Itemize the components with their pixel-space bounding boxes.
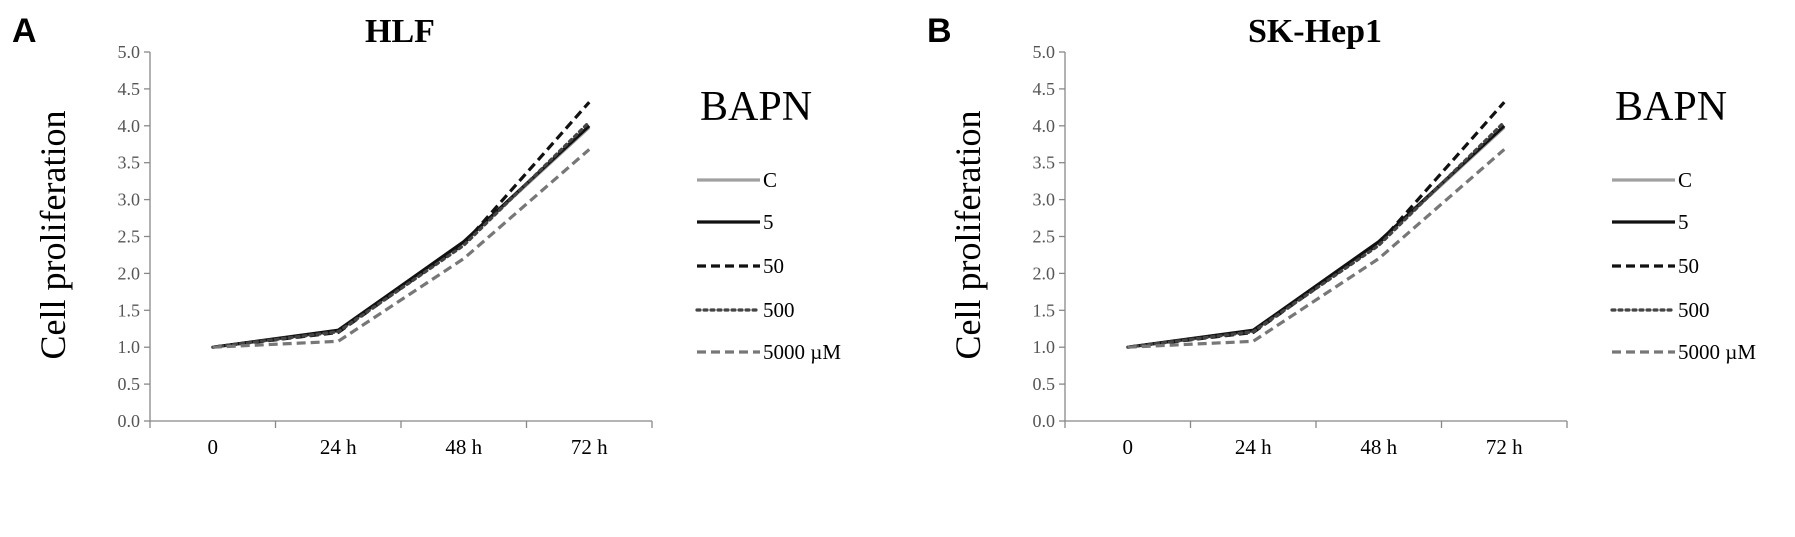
y-tick-label: 3.0 xyxy=(1033,190,1056,210)
y-tick-label: 2.5 xyxy=(1033,227,1056,247)
panel-letter: A xyxy=(12,12,37,50)
panel-b: B SK-Hep1 Cell proliferation 0.0 0.5 1.0 1.5 2.… xyxy=(927,12,1756,459)
y-tick-label: 2.0 xyxy=(118,263,141,283)
y-tick-label: 4.0 xyxy=(1033,116,1056,136)
chart-title: HLF xyxy=(365,13,435,50)
x-tick-label: 72 h xyxy=(571,435,608,459)
legend-label: C xyxy=(763,168,777,192)
legend-label: 50 xyxy=(1678,254,1699,278)
legend-label: 5000 µM xyxy=(763,340,841,364)
series-line-2 xyxy=(1127,124,1506,349)
series-line-3 xyxy=(212,101,591,349)
y-tick-label: 1.0 xyxy=(1033,337,1056,357)
x-tick-label: 0 xyxy=(208,435,219,459)
x-tick-label: 0 xyxy=(1123,435,1134,459)
legend-label: 5 xyxy=(1678,210,1689,234)
y-tick-label: 0.5 xyxy=(118,374,141,394)
y-axis-label: Cell proliferation xyxy=(33,111,73,360)
y-tick-label: 3.5 xyxy=(1033,153,1056,173)
series-line-2 xyxy=(212,124,591,349)
y-tick-label: 1.0 xyxy=(118,337,141,357)
y-tick-label: 2.5 xyxy=(118,227,141,247)
y-tick-label: 0.0 xyxy=(118,411,141,431)
legend-label: 50 xyxy=(763,254,784,278)
y-tick-label: 5.0 xyxy=(1033,42,1056,62)
legend-label: 5000 µM xyxy=(1678,340,1756,364)
x-tick-label: 24 h xyxy=(320,435,357,459)
y-tick-label: 5.0 xyxy=(118,42,141,62)
y-tick-label: 0.5 xyxy=(1033,374,1056,394)
panel-a: A HLF Cell proliferation 0.0 0.5 1.0 1.5 2.0 2.5… xyxy=(12,12,841,459)
y-tick-label: 4.5 xyxy=(1033,79,1056,99)
legend-label: 5 xyxy=(763,210,774,234)
legend-label: 500 xyxy=(763,298,795,322)
series-line-1 xyxy=(1127,126,1506,349)
legend-title: BAPN xyxy=(1615,84,1727,130)
x-tick-label: 24 h xyxy=(1235,435,1272,459)
x-tick-label: 72 h xyxy=(1486,435,1523,459)
panel-letter: B xyxy=(927,12,952,50)
series-line-5 xyxy=(212,148,591,349)
y-tick-label: 3.5 xyxy=(118,153,141,173)
series-line-1 xyxy=(212,126,591,349)
y-tick-label: 4.0 xyxy=(118,116,141,136)
series-line-3 xyxy=(1127,101,1506,349)
y-axis-label: Cell proliferation xyxy=(948,111,988,360)
x-tick-label: 48 h xyxy=(445,435,482,459)
legend-title: BAPN xyxy=(700,84,812,130)
legend-label: C xyxy=(1678,168,1692,192)
chart-title: SK-Hep1 xyxy=(1248,13,1382,50)
series-line-4 xyxy=(211,120,591,349)
y-tick-label: 1.5 xyxy=(1033,300,1056,320)
x-tick-label: 48 h xyxy=(1360,435,1397,459)
series-line-4 xyxy=(1126,120,1506,349)
y-tick-label: 4.5 xyxy=(118,79,141,99)
series-line-5 xyxy=(1127,148,1506,349)
y-tick-label: 1.5 xyxy=(118,300,141,320)
legend-label: 500 xyxy=(1678,298,1710,322)
y-tick-label: 3.0 xyxy=(118,190,141,210)
y-tick-label: 2.0 xyxy=(1033,263,1056,283)
y-tick-label: 0.0 xyxy=(1033,411,1056,431)
